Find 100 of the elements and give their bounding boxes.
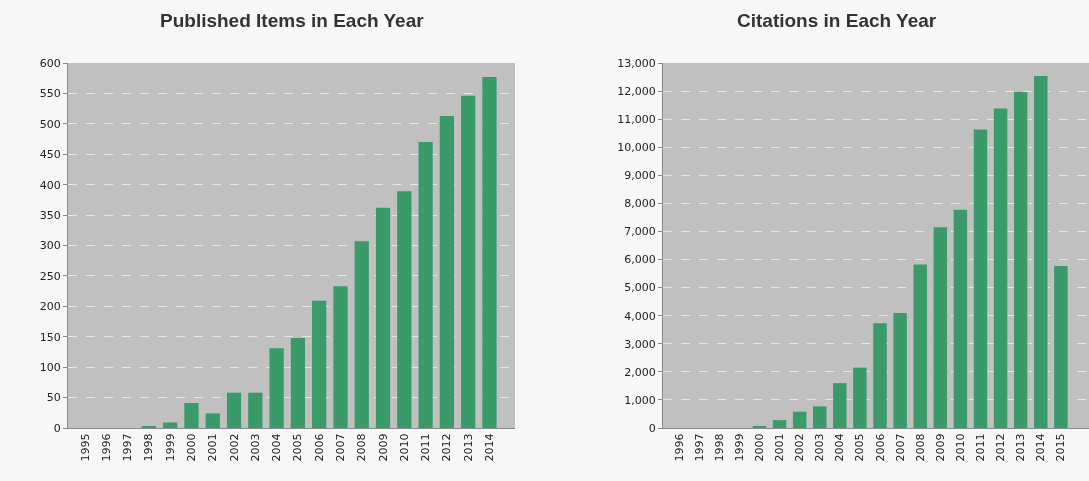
bar	[184, 403, 199, 428]
x-tick-label: 2000	[185, 433, 199, 462]
x-tick-label: 2007	[893, 433, 907, 462]
x-tick-label: 2012	[440, 433, 454, 462]
x-tick-label: 2008	[913, 433, 927, 462]
x-tick-label: 2001	[206, 433, 220, 462]
x-tick-label: 1998	[712, 433, 726, 462]
x-tick-label: 2003	[813, 433, 827, 462]
bar	[772, 420, 787, 428]
bar	[354, 241, 369, 428]
y-tick-label: 3,000	[624, 337, 656, 351]
x-tick-label: 2011	[974, 433, 988, 462]
y-tick-label: 150	[39, 330, 61, 344]
x-tick-label: 2006	[873, 433, 887, 462]
y-tick-label: 100	[39, 361, 61, 375]
y-tick-label: 450	[39, 148, 61, 162]
bar	[933, 227, 948, 428]
bar	[375, 207, 391, 428]
x-tick-label: 2014	[1034, 433, 1048, 462]
x-tick-label: 2003	[248, 433, 262, 462]
bar	[853, 367, 867, 428]
x-tick-label: 2006	[312, 433, 326, 462]
x-tick-label: 1997	[121, 433, 135, 462]
x-tick-label: 2010	[953, 433, 967, 462]
bar	[893, 312, 907, 428]
x-tick-label: 2005	[291, 433, 305, 462]
x-tick-label: 1996	[99, 433, 113, 462]
x-tick-label: 2014	[483, 433, 497, 462]
x-tick-label: 1996	[672, 433, 686, 462]
bar	[248, 392, 263, 428]
y-tick-label: 300	[39, 239, 61, 253]
bar	[792, 411, 807, 428]
y-tick-label: 6,000	[624, 253, 656, 267]
bar	[953, 209, 968, 428]
bar	[1054, 266, 1068, 428]
y-tick-label: 11,000	[617, 113, 656, 126]
x-tick-label: 2000	[753, 433, 767, 462]
x-tick-label: 2002	[793, 433, 807, 462]
y-tick-label: 500	[39, 117, 61, 131]
y-tick-label: 200	[39, 300, 61, 314]
y-tick-label: 0	[53, 421, 61, 435]
bar	[973, 129, 988, 428]
bar	[333, 286, 348, 428]
bar	[873, 323, 887, 428]
bar	[833, 383, 847, 428]
y-tick-label: 250	[39, 269, 61, 283]
x-tick-label: 2013	[461, 433, 475, 462]
y-tick-label: 50	[46, 391, 61, 405]
x-tick-label: 2007	[334, 433, 348, 462]
x-tick-label: 2008	[355, 433, 369, 462]
y-tick-label: 400	[39, 178, 61, 192]
y-tick-label: 13,000	[617, 56, 656, 70]
bar	[312, 300, 327, 428]
x-tick-label: 2010	[397, 433, 411, 462]
y-tick-label: 0	[648, 421, 656, 435]
bar	[439, 115, 455, 428]
bar	[913, 264, 927, 428]
x-tick-label: 1995	[78, 433, 92, 462]
y-tick-label: 8,000	[624, 197, 656, 211]
bar	[461, 95, 476, 428]
bar	[813, 406, 827, 428]
bar	[163, 422, 178, 428]
x-tick-label: 2015	[1054, 433, 1068, 462]
y-tick-label: 350	[39, 208, 61, 222]
bar	[1034, 75, 1048, 428]
y-tick-label: 4,000	[624, 309, 656, 323]
x-tick-label: 1999	[163, 433, 177, 462]
x-tick-label: 1999	[732, 433, 746, 462]
x-tick-label: 2009	[376, 433, 390, 462]
x-tick-label: 2001	[773, 433, 787, 462]
x-tick-label: 1998	[142, 433, 156, 462]
x-tick-label: 2009	[933, 433, 947, 462]
y-tick-label: 5,000	[624, 281, 656, 295]
x-tick-label: 2004	[270, 433, 284, 462]
chart-title: Citations in Each Year	[737, 10, 937, 31]
x-tick-label: 1997	[692, 433, 706, 462]
bar	[1013, 91, 1028, 428]
x-tick-label: 2002	[227, 433, 241, 462]
x-tick-label: 2004	[833, 433, 847, 462]
bar	[290, 337, 306, 428]
y-tick-label: 550	[39, 87, 61, 101]
x-tick-label: 2011	[419, 433, 433, 462]
bar	[397, 191, 412, 428]
bar	[993, 108, 1008, 428]
bar	[418, 142, 433, 428]
bar	[205, 413, 220, 428]
y-tick-label: 9,000	[624, 169, 656, 183]
y-tick-label: 600	[39, 56, 61, 70]
bar	[482, 76, 497, 428]
x-tick-label: 2005	[853, 433, 867, 462]
y-tick-label: 12,000	[617, 84, 656, 98]
chart-title: Published Items in Each Year	[160, 10, 425, 31]
y-tick-label: 10,000	[617, 141, 656, 155]
y-tick-label: 7,000	[624, 225, 656, 239]
y-tick-label: 1,000	[624, 393, 656, 407]
bar	[226, 392, 242, 428]
x-tick-label: 2013	[1014, 433, 1028, 462]
bar	[269, 348, 284, 428]
x-tick-label: 2012	[994, 433, 1008, 462]
y-tick-label: 2,000	[624, 365, 656, 379]
